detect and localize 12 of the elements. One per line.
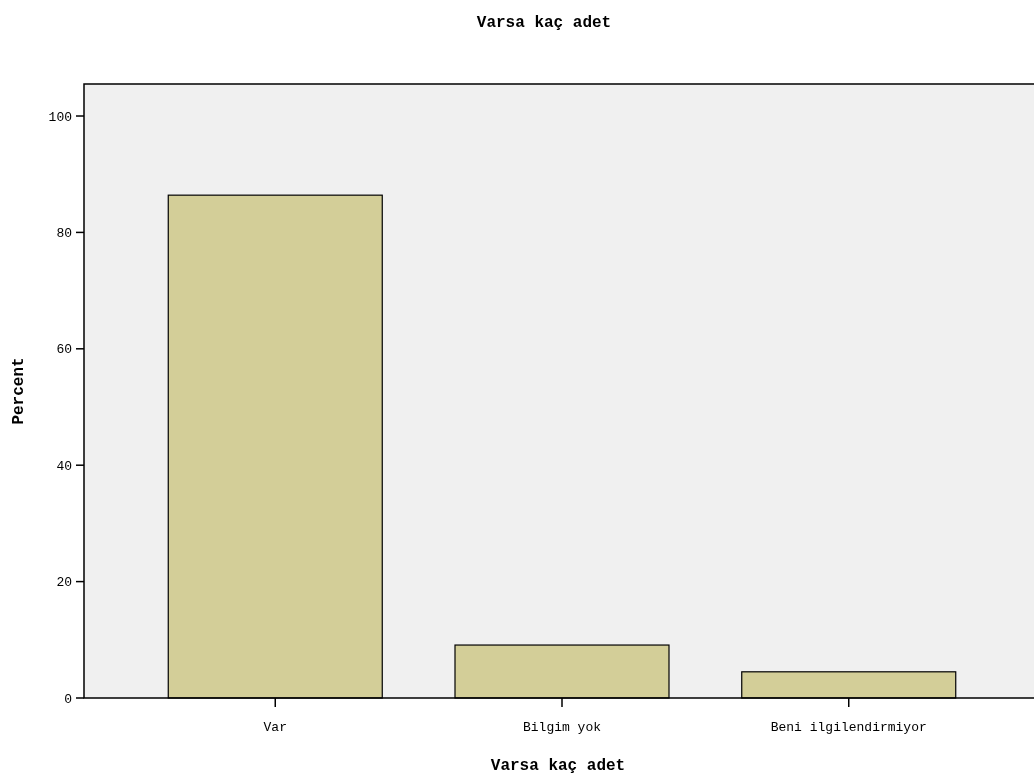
y-axis-title: Percent bbox=[10, 357, 28, 425]
y-tick-label: 0 bbox=[64, 691, 72, 707]
x-tick-label: Beni ilgilendirmiyor bbox=[770, 720, 927, 735]
chart-title: Varsa kaç adet bbox=[476, 14, 612, 32]
y-tick-label: 40 bbox=[56, 458, 72, 474]
y-tick-label: 100 bbox=[48, 109, 72, 125]
x-axis-title: Varsa kaç adet bbox=[490, 757, 626, 775]
y-tick-label: 80 bbox=[56, 225, 72, 241]
y-tick-label: 20 bbox=[56, 575, 72, 591]
x-tick-label: Var bbox=[263, 720, 287, 735]
x-tick-label: Bilgim yok bbox=[522, 720, 602, 735]
y-tick-label: 60 bbox=[56, 342, 72, 358]
